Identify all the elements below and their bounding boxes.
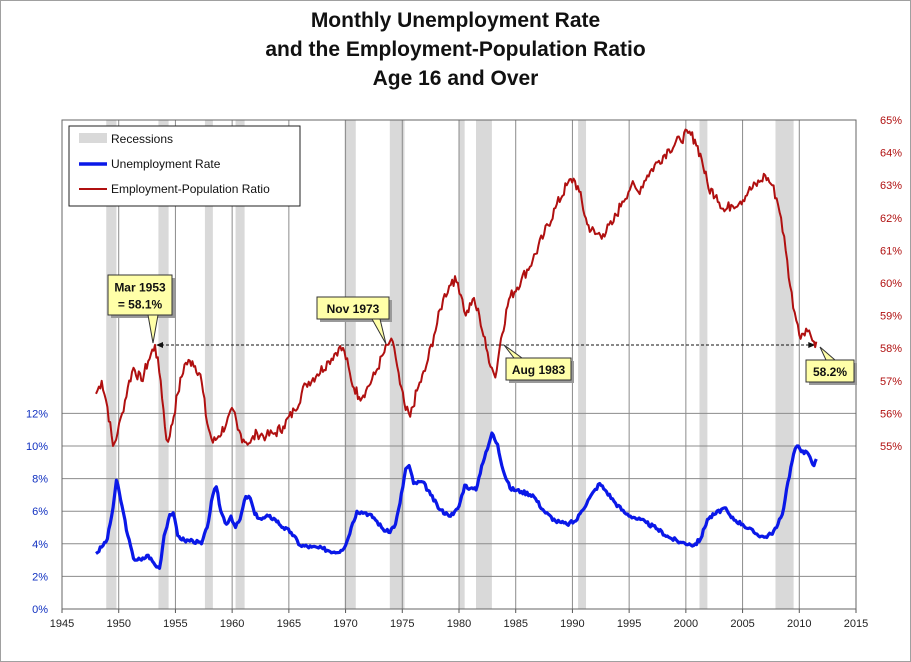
reference-arrow-left xyxy=(156,341,164,348)
x-tick-label-8: 1985 xyxy=(503,618,527,630)
legend: Recessions Unemployment Rate Employment-Po… xyxy=(68,125,301,207)
y-right-tick-label-1: 56% xyxy=(880,408,902,420)
callout-1: Nov 1973 xyxy=(316,296,392,345)
callout-pointer-3 xyxy=(819,346,837,361)
recession-band-1 xyxy=(158,120,169,609)
y-right-tick-label-3: 58% xyxy=(880,343,902,355)
x-tick-label-1: 1950 xyxy=(106,618,130,630)
x-tick-label-0: 1945 xyxy=(50,618,74,630)
y-right-tick-label-5: 60% xyxy=(880,278,902,290)
recession-band-0 xyxy=(106,120,117,609)
x-tick-label-11: 2000 xyxy=(674,618,698,630)
callout-text-2-0: Aug 1983 xyxy=(512,363,566,377)
callout-2: Aug 1983 xyxy=(503,344,574,383)
x-tick-label-7: 1980 xyxy=(447,618,471,630)
callout-text-1-0: Nov 1973 xyxy=(327,302,380,316)
recession-band-9 xyxy=(699,120,708,609)
recession-band-4 xyxy=(344,120,356,609)
y-right-tick-label-2: 57% xyxy=(880,376,902,388)
recession-band-6 xyxy=(459,120,465,609)
y-left-tick-label-4: 8% xyxy=(32,474,48,486)
y-left-tick-label-5: 10% xyxy=(26,441,48,453)
y-right-tick-label-7: 62% xyxy=(880,213,902,225)
x-tick-label-4: 1965 xyxy=(277,618,301,630)
recession-band-3 xyxy=(235,120,245,609)
title-line-3: Age 16 and Over xyxy=(372,67,539,90)
callout-pointer-2 xyxy=(503,344,524,359)
y-right-tick-label-9: 64% xyxy=(880,148,902,160)
callout-3: 58.2% xyxy=(805,346,857,385)
callout-text-3-0: 58.2% xyxy=(813,365,847,379)
legend-box xyxy=(68,125,301,207)
series-line-unemployment-rate xyxy=(95,431,818,570)
callout-pointer-1 xyxy=(371,318,387,345)
x-tick-label-3: 1960 xyxy=(220,618,244,630)
x-tick-label-13: 2010 xyxy=(787,618,811,630)
callout-text-0-0: Mar 1953 xyxy=(114,281,166,295)
y-left-tick-label-2: 4% xyxy=(32,539,48,551)
legend-label-employment: Employment-Population Ratio xyxy=(111,182,270,196)
recession-band-7 xyxy=(476,120,492,609)
y-left-tick-label-3: 6% xyxy=(32,506,48,518)
y-left-tick-label-0: 0% xyxy=(32,604,48,616)
title-line-1: Monthly Unemployment Rate xyxy=(310,9,601,32)
x-tick-label-9: 1990 xyxy=(560,618,584,630)
series-line-employment-population-ratio xyxy=(95,128,818,447)
legend-swatch-recessions xyxy=(79,133,107,143)
y-right-tick-label-4: 59% xyxy=(880,311,902,323)
x-tick-label-6: 1975 xyxy=(390,618,414,630)
x-tick-label-12: 2005 xyxy=(730,618,754,630)
x-tick-label-10: 1995 xyxy=(617,618,641,630)
recession-band-2 xyxy=(204,120,213,609)
legend-label-recessions: Recessions xyxy=(111,132,173,146)
x-tick-label-2: 1955 xyxy=(163,618,187,630)
callout-box-1 xyxy=(316,296,390,320)
callout-box-2 xyxy=(505,357,572,381)
recession-band-10 xyxy=(775,120,794,609)
y-right-tick-label-6: 61% xyxy=(880,245,902,257)
callout-box-0 xyxy=(107,274,173,316)
y-right-tick-label-10: 65% xyxy=(880,115,902,127)
x-tick-label-5: 1970 xyxy=(333,618,357,630)
y-left-tick-label-1: 2% xyxy=(32,571,48,583)
recession-band-8 xyxy=(578,120,587,609)
y-right-tick-label-0: 55% xyxy=(880,441,902,453)
reference-arrow-right xyxy=(808,341,816,348)
callout-box-3 xyxy=(805,359,855,383)
x-tick-label-14: 2015 xyxy=(844,618,868,630)
y-right-tick-label-8: 63% xyxy=(880,180,902,192)
legend-label-unemployment: Unemployment Rate xyxy=(111,157,221,171)
chart-title: Monthly Unemployment Rate and the Employ… xyxy=(0,6,911,93)
y-left-tick-label-6: 12% xyxy=(26,408,48,420)
callout-pointer-0 xyxy=(147,314,159,344)
callout-text-0-1: = 58.1% xyxy=(118,298,163,312)
title-line-2: and the Employment-Population Ratio xyxy=(265,38,646,61)
callout-0: Mar 1953 = 58.1% xyxy=(107,274,175,344)
